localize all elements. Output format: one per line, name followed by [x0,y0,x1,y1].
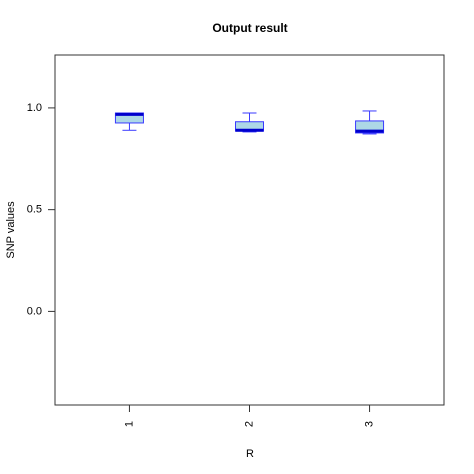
x-tick-label: 3 [363,421,375,427]
plot-frame [54,54,445,406]
x-tick-label: 2 [243,421,255,427]
x-axis-label: R [246,448,254,460]
y-tick-label: 0.5 [27,204,42,216]
y-tick-label: 1.0 [27,102,42,114]
y-axis-label: SNP values [5,201,17,259]
chart-title: Output result [212,21,287,35]
y-tick-label: 0.0 [27,305,42,317]
x-tick-label: 1 [123,421,135,427]
